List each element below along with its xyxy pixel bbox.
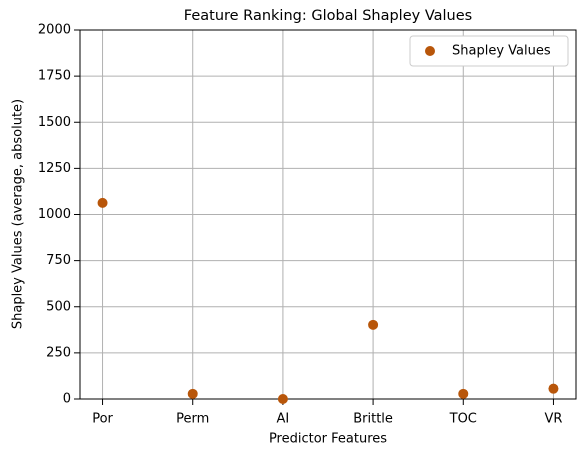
point: [548, 383, 559, 394]
x-tick-label: VR: [544, 412, 562, 427]
y-tick-label: 750: [46, 253, 71, 268]
y-tick-label: 1250: [38, 161, 71, 176]
x-tick-label: AI: [277, 412, 290, 427]
y-tick-label: 0: [63, 392, 71, 407]
point: [187, 388, 198, 399]
x-tick-label: Brittle: [353, 412, 393, 427]
point: [458, 388, 469, 399]
legend-label: Shapley Values: [452, 44, 551, 59]
x-axis-label: Predictor Features: [269, 432, 387, 447]
point: [97, 197, 108, 208]
legend-box: [409, 35, 569, 67]
y-tick-label: 1000: [38, 207, 71, 222]
chart-title: Feature Ranking: Global Shapley Values: [184, 8, 472, 24]
plot-frame: [79, 29, 577, 400]
x-tick-label: Perm: [176, 412, 209, 427]
x-tick-label: Por: [92, 412, 113, 427]
y-tick-label: 250: [46, 345, 71, 360]
x-tick-label: TOC: [449, 412, 477, 427]
y-tick-label: 1500: [38, 115, 71, 130]
y-axis-label: Shapley Values (average, absolute): [11, 99, 26, 329]
y-tick-label: 1750: [38, 69, 71, 84]
y-tick-label: 2000: [38, 23, 71, 38]
legend-marker: [425, 46, 435, 56]
y-tick-label: 500: [46, 299, 71, 314]
point: [368, 319, 379, 330]
point: [277, 394, 288, 404]
